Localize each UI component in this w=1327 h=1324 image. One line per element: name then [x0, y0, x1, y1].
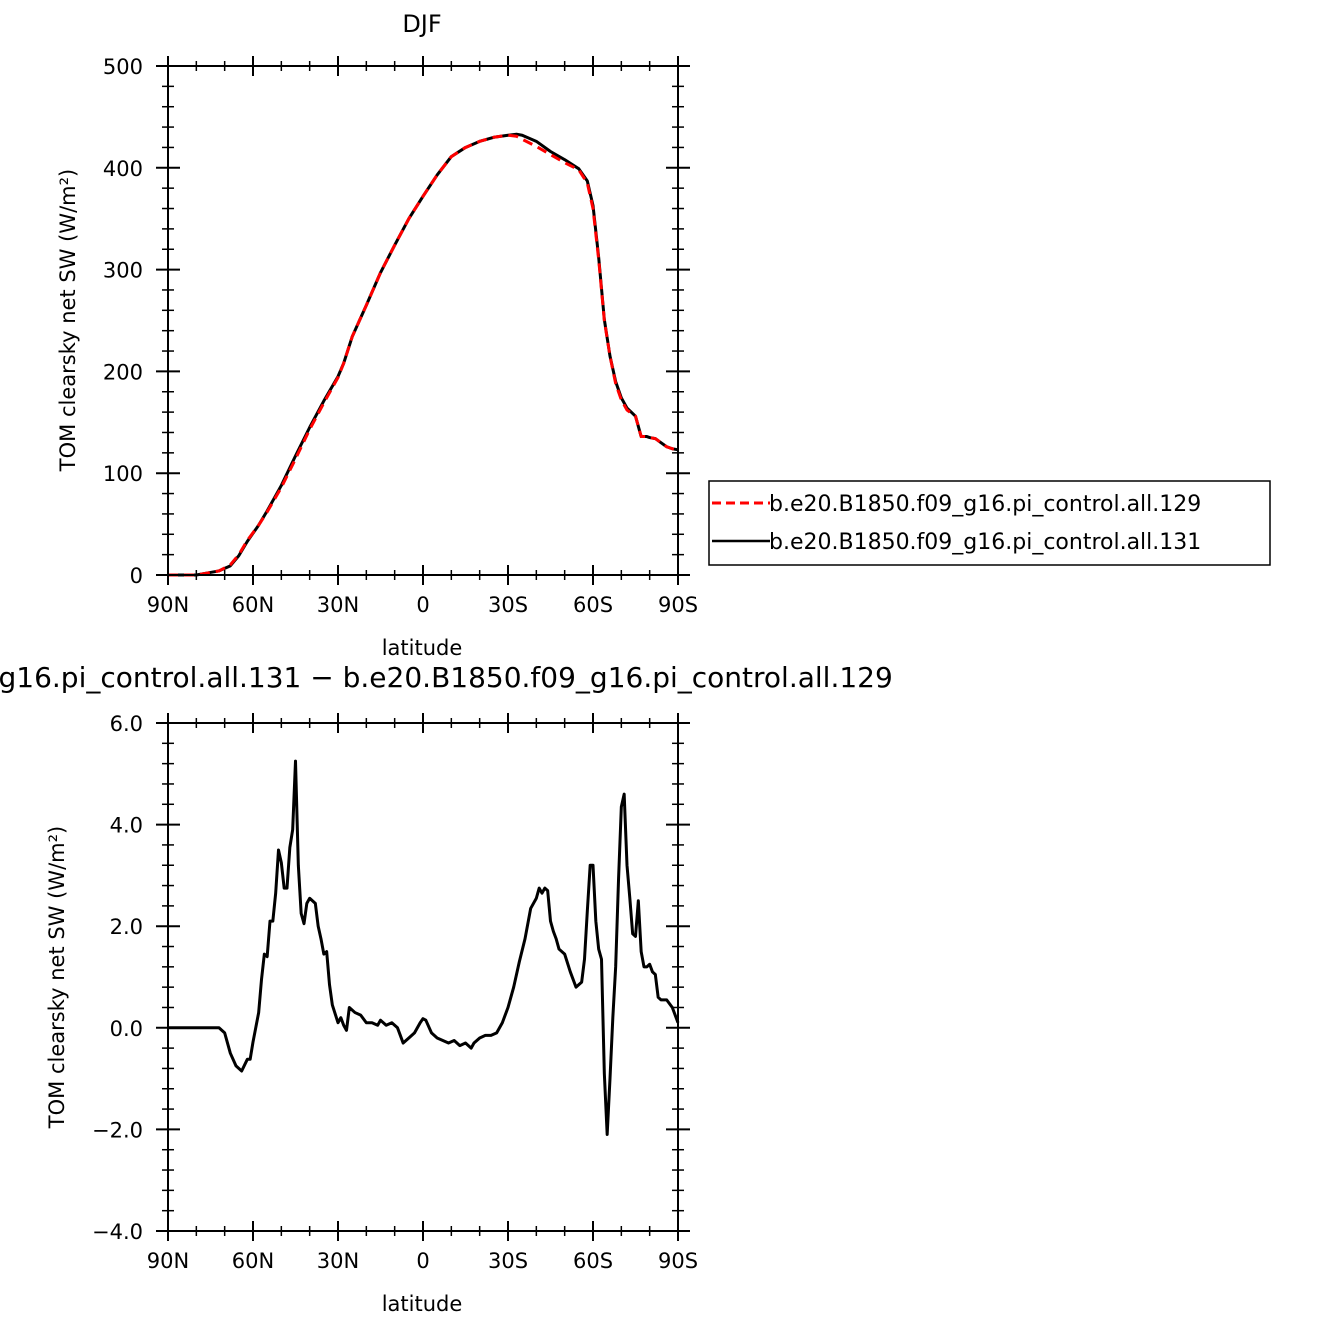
panel-2-y-tick-label: 6.0 [110, 712, 143, 736]
bottom-panel-ticks: 90N 60N 30N 0 30S 60S 90S −4.0 −2.0 0.0 2.0 4.0 6.0 [92, 712, 698, 1273]
legend-box [708, 480, 1271, 566]
top-panel-marks [168, 132, 679, 577]
panel-1-y-tick-label: 300 [103, 259, 143, 283]
top-panel-title: DJF [402, 10, 441, 38]
panel-2-y-tick-label: −4.0 [92, 1220, 143, 1244]
panel-2-x-tick-label: 90N [147, 1249, 189, 1273]
panel-1-x-tick-label: 0 [416, 593, 429, 617]
panel-1-x-tick-label: 30S [488, 593, 528, 617]
panel-2-x-tick-label: 90S [658, 1249, 698, 1273]
bottom-panel-title: b.e20.B1850.f09_g16.pi_control.all.131 −… [0, 661, 893, 694]
panel-2-y-tick-label: −2.0 [92, 1118, 143, 1142]
bottom-panel-x-axis-label: latitude [382, 1292, 463, 1316]
top-panel-frame [167, 65, 679, 576]
top-panel: DJF 90N 60N 30N 0 30S 60S 90S0100200300400500 … [56, 10, 698, 660]
panel-1-x-tick-label: 60S [573, 593, 613, 617]
panel-1-y-tick-label: 400 [103, 157, 143, 181]
bottom-panel-y-axis-label: TOM clearsky net SW (W/m²) [45, 826, 69, 1129]
panel-2-y-tick-label: 4.0 [110, 814, 143, 838]
panel-1-y-tick-label: 0 [130, 564, 143, 588]
bottom-panel: b.e20.B1850.f09_g16.pi_control.all.131 −… [0, 661, 893, 1316]
panel-2-x-tick-label: 30S [488, 1249, 528, 1273]
panel-2-y-tick-label: 2.0 [110, 915, 143, 939]
panel-1-y-tick-label: 500 [103, 55, 143, 79]
top-panel-ticks: 90N 60N 30N 0 30S 60S 90S 0 100 200 300 400 500 [103, 55, 698, 617]
panel-2-x-tick-label: 0 [416, 1249, 429, 1273]
panel-1-y-tick-label: 100 [103, 462, 143, 486]
panel-1-y-tick-label: 200 [103, 360, 143, 384]
panel-2-x-tick-label: 30N [317, 1249, 359, 1273]
panel-1-x-tick-label: 90S [658, 593, 698, 617]
panel-2-y-tick-label: 0.0 [110, 1017, 143, 1041]
panel-1-series-2-line [168, 132, 679, 577]
legend-label-series-2: b.e20.B1850.f09_g16.pi_control.all.131 [769, 530, 1201, 555]
legend: b.e20.B1850.f09_g16.pi_control.all.129 b… [708, 480, 1271, 566]
panel-1-x-tick-label: 60N [232, 593, 274, 617]
panel-2-x-tick-label: 60N [232, 1249, 274, 1273]
panel-2-series-1-line [168, 759, 680, 1136]
top-panel-y-axis-label: TOM clearsky net SW (W/m²) [56, 169, 80, 472]
panel-1-x-tick-label: 30N [317, 593, 359, 617]
panel-1-series-1-line [168, 133, 679, 577]
legend-label-series-1: b.e20.B1850.f09_g16.pi_control.all.129 [769, 492, 1201, 517]
top-panel-x-axis-label: latitude [382, 636, 463, 660]
bottom-panel-marks [168, 759, 680, 1136]
panel-2-x-tick-label: 60S [573, 1249, 613, 1273]
panel-1-x-tick-label: 90N [147, 593, 189, 617]
